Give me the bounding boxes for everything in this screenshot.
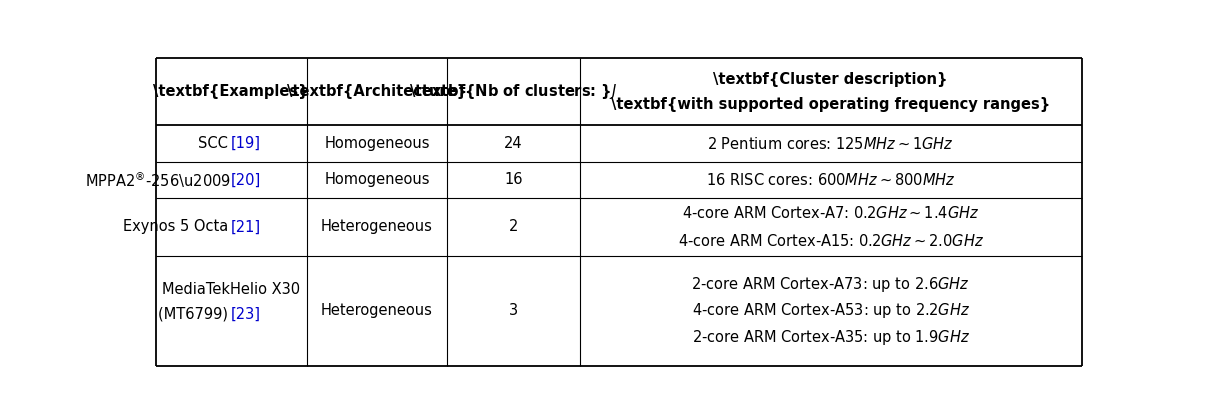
Text: \textbf{with supported operating frequency ranges}: \textbf{with supported operating frequen…	[611, 97, 1050, 112]
Text: 2 Pentium cores: $125\mathit{MHz} \sim 1\mathit{GHz}$: 2 Pentium cores: $125\mathit{MHz} \sim 1…	[707, 136, 954, 152]
Text: \textbf{Cluster description}: \textbf{Cluster description}	[713, 72, 947, 87]
Text: MPPA2$^{\circledR}$-256\u2009: MPPA2$^{\circledR}$-256\u2009	[84, 170, 231, 190]
Text: 4-core ARM Cortex-A15: $0.2\mathit{GHz} \sim 2.0\mathit{GHz}$: 4-core ARM Cortex-A15: $0.2\mathit{GHz} …	[677, 233, 984, 249]
Text: \textbf{Nb of clusters: }$\mathbf{\mathit{J}}$: \textbf{Nb of clusters: }$\mathbf{\mathi…	[409, 82, 618, 102]
Text: 16 RISC cores: $600\mathit{MHz} \sim 800\mathit{MHz}$: 16 RISC cores: $600\mathit{MHz} \sim 800…	[706, 172, 956, 188]
Text: [19]: [19]	[231, 136, 261, 151]
Text: Exynos 5 Octa: Exynos 5 Octa	[123, 219, 231, 234]
Text: Heterogeneous: Heterogeneous	[321, 303, 433, 318]
Text: (MT6799): (MT6799)	[158, 307, 231, 321]
Text: 2-core ARM Cortex-A35: up to $1.9\mathit{GHz}$: 2-core ARM Cortex-A35: up to $1.9\mathit…	[692, 328, 969, 347]
Text: 3: 3	[509, 303, 518, 318]
Text: 4-core ARM Cortex-A7: $0.2\mathit{GHz} \sim 1.4\mathit{GHz}$: 4-core ARM Cortex-A7: $0.2\mathit{GHz} \…	[682, 205, 979, 221]
Text: 4-core ARM Cortex-A53: up to $2.2\mathit{GHz}$: 4-core ARM Cortex-A53: up to $2.2\mathit…	[692, 301, 969, 320]
Text: MediaTekHelio X30: MediaTekHelio X30	[162, 282, 301, 297]
Text: SCC: SCC	[198, 136, 231, 151]
Text: \textbf{Architecture}: \textbf{Architecture}	[287, 84, 467, 100]
Text: Homogeneous: Homogeneous	[325, 172, 430, 187]
Text: Heterogeneous: Heterogeneous	[321, 219, 433, 234]
Text: 24: 24	[505, 136, 523, 151]
Text: [20]: [20]	[231, 172, 261, 187]
Text: [21]: [21]	[231, 219, 261, 234]
Text: 2-core ARM Cortex-A73: up to $2.6\mathit{GHz}$: 2-core ARM Cortex-A73: up to $2.6\mathit…	[692, 275, 970, 294]
Text: \textbf{Examples}: \textbf{Examples}	[153, 84, 309, 100]
Text: [23]: [23]	[231, 307, 261, 321]
Text: 2: 2	[509, 219, 518, 234]
Text: Homogeneous: Homogeneous	[325, 136, 430, 151]
Text: 16: 16	[505, 172, 523, 187]
